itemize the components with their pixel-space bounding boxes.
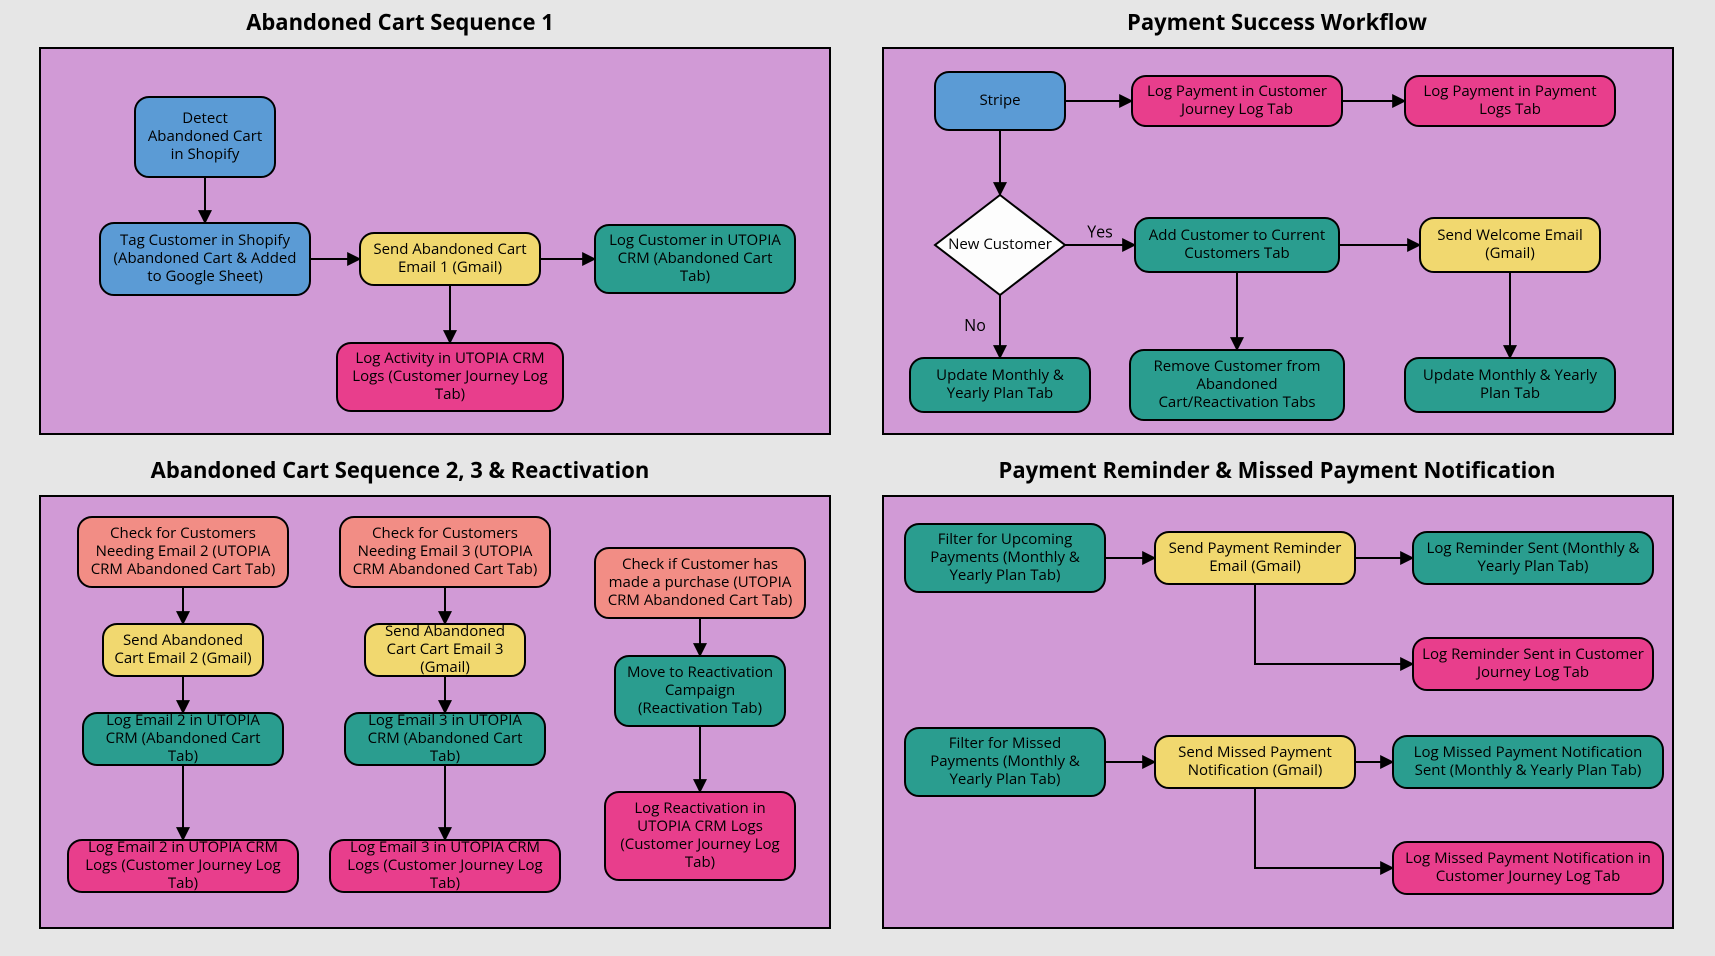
flow-node-label: Log Missed Payment Notification inCustom… [1405, 848, 1651, 886]
flow-node-label: Stripe [979, 90, 1020, 110]
flow-node-label: Log Missed Payment NotificationSent (Mon… [1414, 742, 1643, 780]
flow-node-label: Check if Customer hasmade a purchase (UT… [608, 554, 793, 610]
panel-title: Abandoned Cart Sequence 1 [246, 7, 554, 37]
panel-title: Payment Success Workflow [1127, 7, 1427, 37]
flow-node-label: Update Monthly &Yearly Plan Tab [936, 365, 1064, 403]
flow-node-label: Check for CustomersNeeding Email 3 (UTOP… [353, 523, 538, 579]
flow-node-label: New Customer [948, 234, 1052, 254]
flow-node-label: Send Missed PaymentNotification (Gmail) [1178, 742, 1332, 780]
edge-label: No [964, 314, 986, 336]
flow-node-label: Check for CustomersNeeding Email 2 (UTOP… [91, 523, 276, 579]
flow-node-label: Filter for MissedPayments (Monthly &Year… [930, 733, 1080, 789]
flow-node-label: Filter for UpcomingPayments (Monthly &Ye… [930, 529, 1080, 585]
edge-label: Yes [1087, 220, 1113, 242]
panel-title: Abandoned Cart Sequence 2, 3 & Reactivat… [151, 455, 650, 485]
flow-node-label: Send AbandonedCart Email 2 (Gmail) [114, 630, 251, 668]
panel-title: Payment Reminder & Missed Payment Notifi… [999, 455, 1556, 485]
